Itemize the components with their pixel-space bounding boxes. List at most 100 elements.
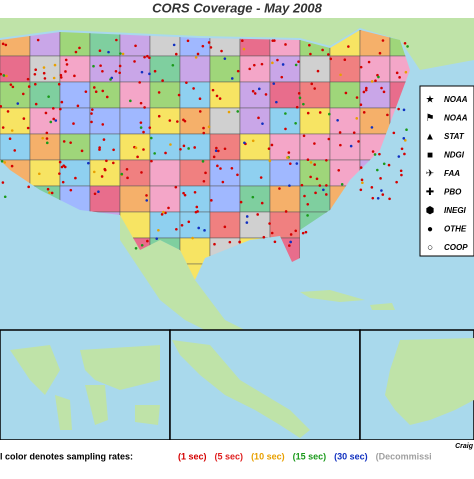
station: [273, 240, 277, 244]
station: [214, 149, 218, 153]
station: [313, 87, 316, 90]
station: [304, 230, 308, 234]
station: [150, 159, 153, 163]
station: [402, 137, 406, 140]
station: [34, 102, 38, 106]
station: [1, 181, 5, 184]
station: [309, 175, 312, 179]
state: [119, 159, 151, 187]
legend-symbol: ★: [426, 95, 435, 106]
station: [370, 80, 374, 83]
station: [0, 72, 2, 76]
state: [89, 133, 121, 161]
station: [360, 178, 364, 182]
mexico: [120, 215, 260, 360]
station: [380, 86, 383, 90]
legend-label: COOP: [444, 243, 468, 252]
station: [187, 147, 190, 150]
state: [299, 55, 331, 83]
station: [143, 55, 146, 59]
station: [267, 147, 271, 150]
station: [271, 39, 275, 42]
station: [193, 146, 196, 149]
station: [308, 43, 311, 47]
state: [59, 81, 91, 109]
station: [202, 179, 206, 183]
station: [60, 165, 64, 169]
station: [69, 188, 73, 192]
station: [140, 243, 144, 247]
state: [179, 81, 211, 109]
station: [347, 45, 350, 48]
station: [223, 57, 227, 60]
station: [339, 73, 342, 77]
station: [109, 78, 112, 81]
state: [149, 81, 181, 109]
station: [174, 185, 178, 189]
station: [78, 46, 81, 50]
station: [357, 140, 360, 143]
state: [149, 159, 181, 187]
station: [406, 45, 409, 48]
station: [230, 167, 234, 170]
station: [177, 93, 181, 97]
station: [196, 52, 200, 56]
station: [270, 231, 274, 235]
state: [299, 107, 331, 135]
station: [378, 152, 381, 156]
station: [328, 112, 331, 116]
station: [338, 131, 342, 134]
station: [379, 177, 382, 180]
station: [182, 191, 185, 195]
station: [148, 72, 151, 76]
station: [310, 82, 314, 86]
station: [392, 131, 396, 135]
station: [220, 49, 223, 53]
station: [295, 162, 299, 165]
station: [98, 146, 101, 149]
station: [259, 176, 263, 179]
station: [306, 111, 310, 115]
station: [298, 96, 302, 100]
station: [322, 188, 325, 192]
station: [257, 116, 260, 120]
station: [284, 112, 287, 115]
state: [179, 185, 211, 213]
station: [64, 58, 68, 62]
state: [29, 133, 61, 161]
station: [202, 131, 206, 135]
station: [271, 61, 274, 65]
state: [269, 133, 301, 161]
station: [295, 105, 299, 109]
station: [59, 107, 62, 111]
station: [76, 104, 80, 108]
station: [303, 194, 306, 198]
legend-label: INEGI: [444, 206, 467, 215]
rate-label: (30 sec): [334, 451, 368, 461]
station: [119, 52, 122, 55]
station: [74, 50, 78, 54]
state: [269, 211, 301, 239]
station: [16, 102, 20, 105]
station: [146, 239, 149, 243]
state: [0, 133, 31, 161]
station: [63, 165, 67, 169]
station: [194, 56, 198, 59]
state: [59, 55, 91, 83]
legend-label: NOAA: [444, 95, 468, 104]
station: [94, 90, 98, 94]
station: [243, 141, 246, 145]
legend-label: STAT: [444, 132, 465, 141]
state: [239, 211, 271, 239]
station: [404, 70, 408, 74]
station: [139, 121, 143, 124]
station: [278, 187, 281, 190]
station: [186, 39, 190, 43]
station: [403, 41, 407, 45]
station: [120, 172, 124, 176]
station: [257, 87, 261, 91]
state: [329, 81, 361, 109]
station: [0, 105, 3, 108]
state: [119, 107, 151, 135]
